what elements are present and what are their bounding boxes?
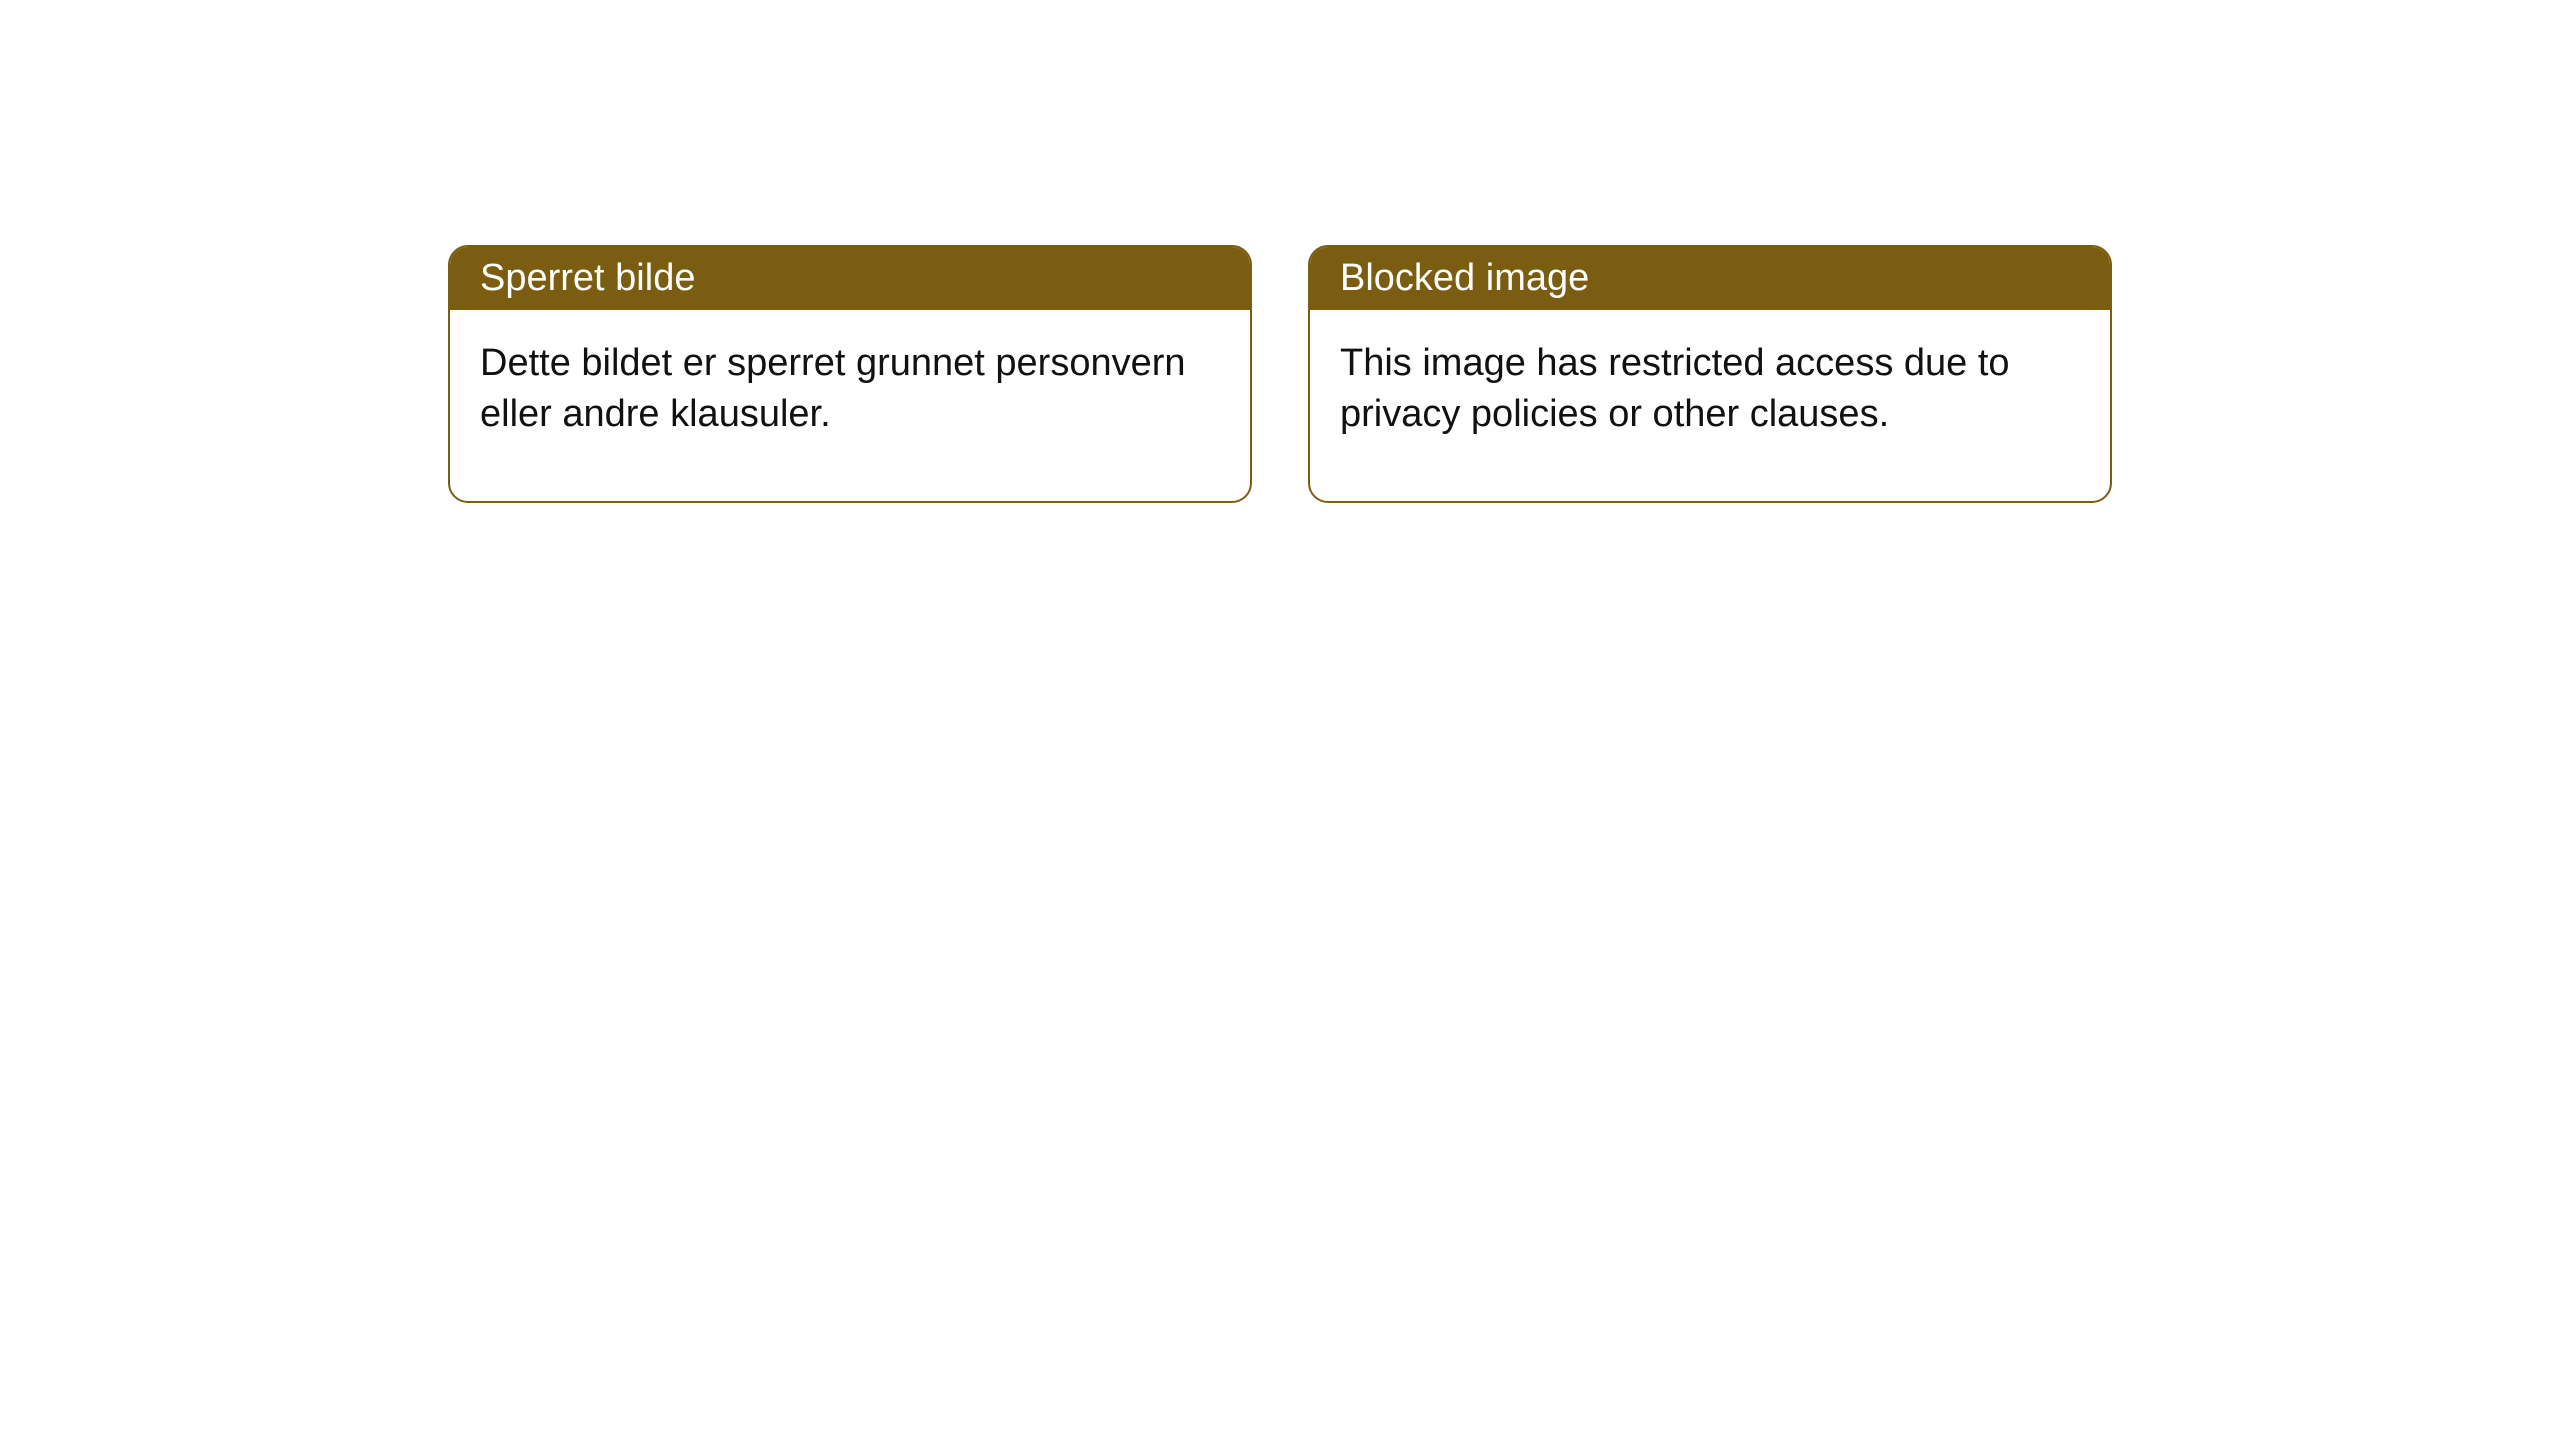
notice-body: Dette bildet er sperret grunnet personve… xyxy=(450,310,1250,501)
notice-title: Sperret bilde xyxy=(450,247,1250,310)
notice-title: Blocked image xyxy=(1310,247,2110,310)
notice-body: This image has restricted access due to … xyxy=(1310,310,2110,501)
notice-card-english: Blocked image This image has restricted … xyxy=(1308,245,2112,503)
notice-cards-container: Sperret bilde Dette bildet er sperret gr… xyxy=(0,0,2560,503)
notice-card-norwegian: Sperret bilde Dette bildet er sperret gr… xyxy=(448,245,1252,503)
